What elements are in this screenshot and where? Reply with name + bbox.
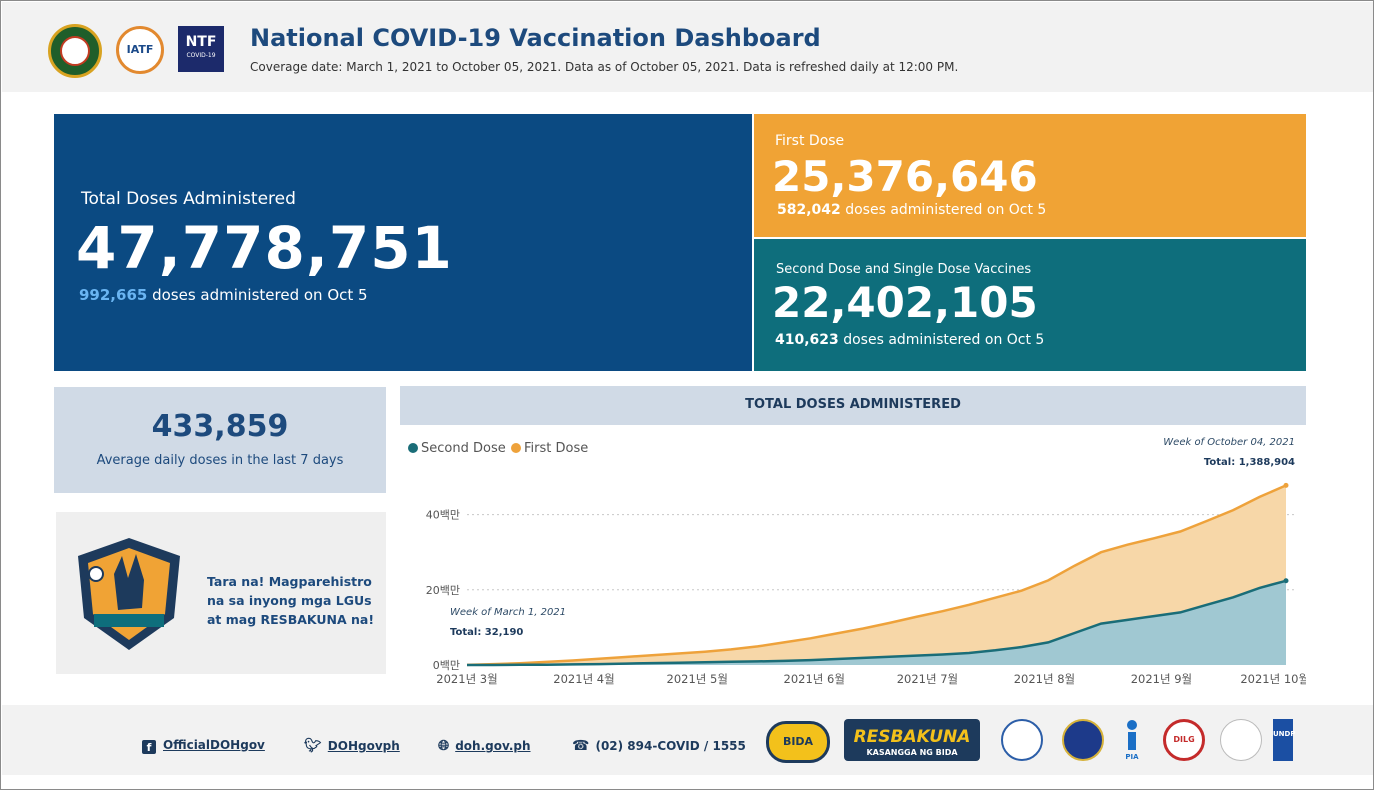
y-axis-ticks: 0백만 20백만 40백만 [426, 509, 460, 672]
globe-icon: 🌐︎ [438, 738, 450, 754]
average-daily-value: 433,859 [151, 409, 289, 444]
second-dose-label: Second Dose and Single Dose Vaccines [776, 262, 1032, 277]
iatf-logo: IATF [116, 26, 164, 74]
x-tick-label: 2021년 4월 [553, 672, 614, 686]
pia-logo: PIA [1125, 720, 1139, 761]
ntf-logo: NTF COVID-19 [178, 26, 224, 72]
first-dose-area [467, 485, 1286, 665]
phone-text: (02) 894-COVID / 1555 [595, 739, 746, 753]
second-dose-end-point [1283, 578, 1289, 584]
agency-seal-2-icon [1062, 719, 1104, 761]
twitter-link-text: DOHgovph [327, 739, 400, 753]
ntf-logo-text: NTF [185, 34, 217, 50]
second-dose-daily: 410,623 doses administered on Oct 5 [775, 332, 1044, 348]
x-tick-label: 2021년 3월 [436, 672, 497, 686]
second-dose-value: 22,402,105 [772, 278, 1038, 327]
average-daily-card: 433,859 Average daily doses in the last … [54, 387, 386, 493]
phone-contact: ☎︎ (02) 894-COVID / 1555 [572, 738, 746, 754]
legend-swatch-first-dose [511, 443, 521, 453]
legend-swatch-second-dose [408, 443, 418, 453]
first-dose-daily: 582,042 doses administered on Oct 5 [777, 202, 1046, 218]
second-daily-suffix: doses administered on Oct 5 [843, 332, 1045, 348]
first-dose-end-point [1283, 482, 1289, 488]
facebook-link-text: OfficialDOHgov [163, 738, 265, 752]
phone-icon: ☎︎ [572, 738, 590, 754]
vaccinated-badge-icon [78, 538, 180, 650]
first-dose-label: First Dose [775, 133, 845, 149]
x-tick-label: 2021년 9월 [1131, 672, 1192, 686]
x-tick-label: 2021년 8월 [1014, 672, 1075, 686]
annotation-first-week-total: Total: 32,190 [450, 627, 523, 638]
first-dose-value: 25,376,646 [772, 152, 1038, 201]
promo-text: Tara na! Magparehistro na sa inyong mga … [207, 572, 382, 629]
chart-title: TOTAL DOSES ADMINISTERED [745, 397, 961, 412]
annotation-first-week-label: Week of March 1, 2021 [450, 607, 566, 618]
second-dose-area [467, 580, 1286, 665]
twitter-icon: 🐦︎ [304, 738, 322, 754]
chart-header: TOTAL DOSES ADMINISTERED [400, 386, 1306, 425]
website-link-text: doh.gov.ph [455, 739, 531, 753]
agency-seal-5-icon [1220, 719, 1262, 761]
x-axis-ticks: 2021년 3월 2021년 4월 2021년 5월 2021년 6월 2021년 7월… [436, 672, 1306, 686]
facebook-icon: f [142, 740, 156, 754]
chart-points [1283, 482, 1289, 584]
page-title: National COVID-19 Vaccination Dashboard [250, 24, 821, 52]
average-daily-label: Average daily doses in the last 7 days [96, 453, 344, 468]
first-dose-card: First Dose 25,376,646 582,042 doses admi… [754, 114, 1306, 237]
facebook-link[interactable]: f OfficialDOHgov [142, 738, 265, 754]
annotation-last-week-label: Week of October 04, 2021 [1163, 437, 1295, 448]
ntf-logo-subtext: COVID-19 [186, 52, 216, 59]
total-daily-value: 992,665 [79, 286, 148, 304]
promo-line-2: na sa inyong mga LGUs [207, 593, 372, 608]
chart-legend: Second Dose First Dose [408, 441, 588, 456]
twitter-link[interactable]: 🐦︎ DOHgovph [304, 738, 400, 754]
x-tick-label: 2021년 10월 [1240, 672, 1306, 686]
x-tick-label: 2021년 6월 [784, 672, 845, 686]
promo-line-3: at mag RESBAKUNA na! [207, 612, 375, 627]
y-tick-label: 0백만 [433, 659, 460, 672]
first-daily-value: 582,042 [777, 202, 841, 218]
doh-seal-logo [48, 24, 102, 78]
header: IATF NTF COVID-19 National COVID-19 Vacc… [2, 2, 1373, 92]
agency-seal-1-icon [1001, 719, 1043, 761]
annotation-last-week-total: Total: 1,388,904 [1204, 457, 1295, 468]
undp-logo: UNDP [1273, 719, 1295, 761]
first-daily-suffix: doses administered on Oct 5 [845, 202, 1047, 218]
x-tick-label: 2021년 7월 [897, 672, 958, 686]
y-tick-label: 40백만 [426, 509, 460, 522]
resbakuna-logo: RESBAKUNA KASANGGA NG BIDA [844, 719, 980, 761]
footer: f OfficialDOHgov 🐦︎ DOHgovph 🌐︎ doh.gov.ph … [2, 705, 1373, 775]
promo-line-1: Tara na! Magparehistro [207, 574, 372, 589]
resbakuna-logo-text: RESBAKUNA [854, 727, 971, 747]
total-doses-daily: 992,665 doses administered on Oct 5 [79, 286, 368, 304]
legend-label-first-dose: First Dose [524, 441, 588, 456]
total-daily-suffix: doses administered on Oct 5 [152, 286, 368, 304]
second-daily-value: 410,623 [775, 332, 839, 348]
second-dose-line [467, 579, 1287, 667]
legend-label-second-dose: Second Dose [421, 441, 506, 456]
total-doses-value: 47,778,751 [76, 214, 453, 282]
page-subtitle: Coverage date: March 1, 2021 to October … [250, 60, 959, 74]
bida-logo: BIDA [766, 721, 830, 763]
website-link[interactable]: 🌐︎ doh.gov.ph [438, 738, 531, 754]
pia-logo-text: PIA [1125, 753, 1139, 761]
resbakuna-promo-card[interactable]: Tara na! Magparehistro na sa inyong mga … [56, 512, 386, 674]
first-dose-line [466, 484, 1287, 667]
y-tick-label: 20백만 [426, 584, 460, 597]
total-doses-label: Total Doses Administered [81, 189, 296, 209]
x-tick-label: 2021년 5월 [667, 672, 728, 686]
second-dose-card: Second Dose and Single Dose Vaccines 22,… [754, 239, 1306, 371]
dilg-logo: DILG [1163, 719, 1205, 761]
total-doses-card: Total Doses Administered 47,778,751 992,… [54, 114, 752, 371]
resbakuna-logo-tagline: KASANGGA NG BIDA [866, 748, 958, 757]
